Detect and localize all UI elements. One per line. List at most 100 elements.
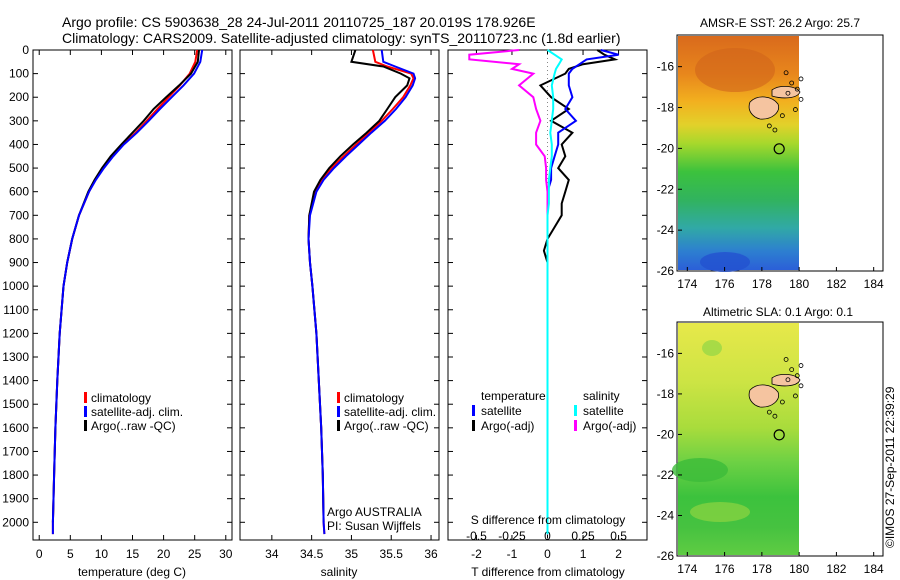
x-tick-label: 10 xyxy=(95,547,109,561)
island-outline xyxy=(779,113,785,119)
x-tick-label: 20 xyxy=(157,547,171,561)
sla-float-marker xyxy=(773,429,785,441)
map-y-tick-label: -18 xyxy=(657,101,675,115)
legend-swatch-climatology xyxy=(84,392,87,403)
sla-map-title: Altimetric SLA: 0.1 Argo: 0.1 xyxy=(703,305,853,319)
y-tick-label: 1600 xyxy=(2,421,29,435)
map-y-tick-label: -16 xyxy=(657,346,675,360)
sdiff-argo-line xyxy=(468,49,549,523)
map-y-tick-label: -20 xyxy=(657,141,675,155)
legend-argo-raw: Argo(..raw -QC) xyxy=(91,419,176,433)
y-tick-label: 1300 xyxy=(2,350,29,364)
sla-map-panel: Altimetric SLA: 0.1 Argo: 0.1 174 176 178 1… xyxy=(657,305,884,576)
island-outline xyxy=(785,90,791,96)
sst-map-panel: AMSR-E SST: 26.2 Argo: 25.7 174 176 178 180… xyxy=(657,16,884,291)
legend-swatch-satellite-adj-2 xyxy=(337,406,340,417)
map-y-tick-label: -20 xyxy=(657,427,675,441)
island-outline xyxy=(798,363,804,368)
y-tick-label: 1800 xyxy=(2,468,29,482)
map-y-tick-label: -26 xyxy=(657,264,675,278)
x-tick-label: 25 xyxy=(188,547,202,561)
sla-blob-1 xyxy=(702,340,722,356)
salinity-climatology-line xyxy=(307,49,415,535)
island-outline xyxy=(794,373,800,379)
temperature-satellite-line xyxy=(51,49,204,535)
island-outline xyxy=(793,393,798,399)
sla-blob-3 xyxy=(690,502,750,522)
salinity-argo-line xyxy=(307,49,411,523)
x-tick-label: 34 xyxy=(265,547,279,561)
island-outline xyxy=(779,399,785,405)
map-x-tick-label: 182 xyxy=(826,277,846,291)
salinity-legend: climatology satellite-adj. clim. Argo(..… xyxy=(337,391,436,433)
x-tick-label: 34.5 xyxy=(300,547,324,561)
map-x-tick-label: 174 xyxy=(677,562,697,576)
legend-swatch-climatology-2 xyxy=(337,392,340,403)
sst-map-title: AMSR-E SST: 26.2 Argo: 25.7 xyxy=(700,16,860,30)
legend-climatology: climatology xyxy=(91,391,151,405)
y-tick-label: 100 xyxy=(9,67,29,81)
legend-swatch-argo-raw xyxy=(84,420,87,431)
legend-swatch-argo-raw-2 xyxy=(337,420,340,431)
map-y-tick-label: -22 xyxy=(657,468,675,482)
sst-blob-cold xyxy=(700,252,750,272)
island-outline xyxy=(783,357,789,362)
map-y-tick-label: -24 xyxy=(657,223,675,237)
legend-satellite-adj: satellite-adj. clim. xyxy=(91,405,183,419)
temperature-argo-line xyxy=(51,49,200,523)
island-outline xyxy=(785,377,791,383)
x-tick-label: 0 xyxy=(544,547,551,561)
map-x-tick-label: 184 xyxy=(864,277,884,291)
island-outline xyxy=(783,70,789,76)
y-tick-label: 1500 xyxy=(2,397,29,411)
y-tick-label: 1700 xyxy=(2,444,29,458)
sst-float-marker xyxy=(773,143,785,155)
s-tick-label: 0.5 xyxy=(610,529,627,543)
s-tick-label: -0.25 xyxy=(498,529,526,543)
legend-swatch-sal-argo xyxy=(574,420,577,431)
s-tick-label: -0.5 xyxy=(466,529,487,543)
imos-credit: ©IMOS 27-Sep-2011 22:39:29 xyxy=(883,386,897,548)
island-outline xyxy=(789,80,795,86)
y-tick-label: 1000 xyxy=(2,279,29,293)
y-tick-label: 2000 xyxy=(2,515,29,529)
x-tick-label: -2 xyxy=(471,547,482,561)
sdiff-satellite-line xyxy=(546,49,564,535)
legend-sal-argo: Argo(-adj) xyxy=(583,419,636,433)
y-tick-label: 800 xyxy=(9,232,29,246)
map-x-tick-label: 176 xyxy=(715,277,735,291)
y-tick-label: 700 xyxy=(9,208,29,222)
legend-temp-satellite: satellite xyxy=(481,404,522,418)
float-program: Argo AUSTRALIA xyxy=(327,505,422,519)
map-x-tick-label: 180 xyxy=(789,277,809,291)
temperature-legend: climatology satellite-adj. clim. Argo(..… xyxy=(84,391,183,433)
sst-blob-warm xyxy=(695,48,775,92)
difference-xlabel-top: S difference from climatology xyxy=(471,513,626,527)
x-tick-label: -1 xyxy=(507,547,518,561)
legend-climatology-2: climatology xyxy=(344,391,404,405)
map-x-tick-label: 184 xyxy=(864,562,884,576)
map-x-tick-label: 178 xyxy=(752,562,772,576)
x-tick-label: 15 xyxy=(126,547,140,561)
s-tick-label: 0 xyxy=(544,529,551,543)
y-tick-label: 200 xyxy=(9,90,29,104)
island-outline xyxy=(772,413,778,419)
legend-temp-argo: Argo(-adj) xyxy=(481,419,534,433)
island-outline xyxy=(798,96,804,102)
salinity-satellite-line xyxy=(307,49,417,535)
island-outline xyxy=(766,409,772,415)
x-tick-label: 30 xyxy=(219,547,233,561)
map-x-tick-label: 180 xyxy=(789,562,809,576)
map-y-tick-label: -26 xyxy=(657,549,675,563)
header-line-1: Argo profile: CS 5903638_28 24-Jul-2011 … xyxy=(62,14,536,30)
x-tick-label: 0 xyxy=(36,547,43,561)
map-x-tick-label: 182 xyxy=(826,562,846,576)
y-tick-label: 1400 xyxy=(2,374,29,388)
salinity-panel: 34 34.5 35 35.5 36 salinity climatology sate… xyxy=(239,49,440,579)
island-outline xyxy=(794,86,800,92)
island-outline xyxy=(789,367,795,373)
y-tick-label: 600 xyxy=(9,185,29,199)
y-tick-label: 400 xyxy=(9,137,29,151)
map-y-tick-label: -16 xyxy=(657,60,675,74)
island-outline xyxy=(772,127,778,133)
